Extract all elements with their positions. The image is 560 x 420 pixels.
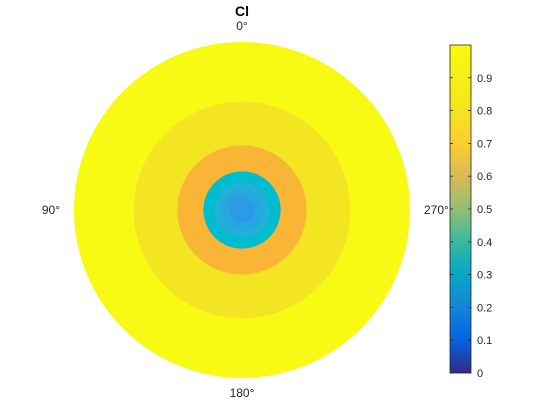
colorbar-tick-label: 0.6: [477, 171, 492, 183]
colorbar-tick-label: 0.8: [477, 106, 492, 118]
theta-tick-label: 0°: [236, 19, 248, 33]
colorbar-tick-label: 0.5: [477, 204, 492, 216]
chart-title: Cl: [235, 3, 249, 19]
colorbar-tick-label: 0.3: [477, 270, 492, 282]
colorbar-tick-label: 0.9: [477, 73, 492, 85]
theta-tick-label: 90°: [42, 203, 60, 217]
ring-6: [229, 197, 255, 223]
theta-tick-labels: 0° 90° 180° 270°: [42, 19, 449, 400]
theta-tick-label: 270°: [424, 203, 449, 217]
colorbar-tick-label: 0.1: [477, 335, 492, 347]
theta-tick-label: 180°: [230, 386, 255, 400]
polar-rings: [74, 42, 410, 378]
colorbar-tick-label: 0.2: [477, 302, 492, 314]
colorbar-ticks: 0 0.1 0.2 0.3 0.4 0.5 0.6 0.7 0.8 0.9: [450, 73, 492, 380]
colorbar-gradient: [450, 45, 471, 373]
colorbar-tick-label: 0.4: [477, 237, 492, 249]
colorbar-tick-label: 0: [477, 368, 483, 380]
colorbar: 0 0.1 0.2 0.3 0.4 0.5 0.6 0.7 0.8 0.9: [449, 44, 492, 380]
colorbar-tick-label: 0.7: [477, 138, 492, 150]
